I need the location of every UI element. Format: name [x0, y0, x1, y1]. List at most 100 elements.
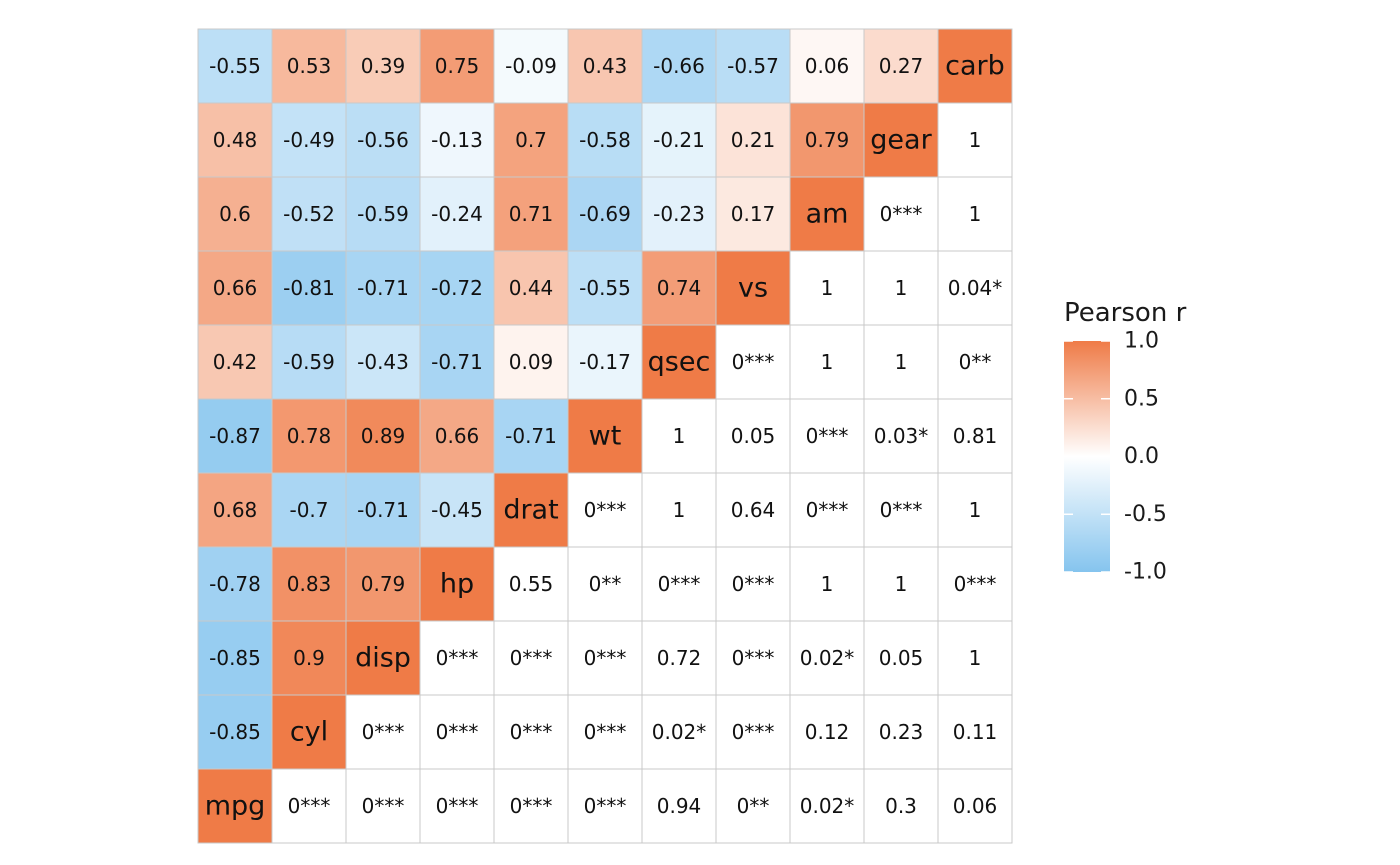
diagonal-cell-gear [863, 102, 939, 178]
correlation-label: -0.85 [209, 646, 261, 670]
correlation-cell [197, 324, 273, 400]
pvalue-cell [493, 694, 569, 770]
correlation-label: 0.21 [731, 128, 776, 152]
diagonal-label: wt [589, 421, 622, 452]
correlation-label: 0.39 [361, 54, 406, 78]
diagonal-label: cyl [290, 717, 328, 748]
pvalue-label: 0*** [732, 350, 775, 374]
correlation-label: 0.43 [583, 54, 628, 78]
correlation-cell [197, 398, 273, 474]
pvalue-label: 1 [821, 350, 834, 374]
pvalue-label: 0.94 [657, 794, 702, 818]
pvalue-cell [715, 546, 791, 622]
legend-title: Pearson r [1064, 298, 1187, 328]
correlation-label: -0.81 [283, 276, 335, 300]
pvalue-label: 1 [969, 646, 982, 670]
correlation-cell [493, 250, 569, 326]
correlation-label: 0.53 [287, 54, 332, 78]
pvalue-cell [937, 176, 1013, 252]
correlation-cell [715, 28, 791, 104]
correlation-cell [641, 102, 717, 178]
pvalue-label: 0.02* [800, 794, 855, 818]
diagonal-cell-am [789, 176, 865, 252]
legend-tick-label: 1.0 [1124, 329, 1159, 354]
pvalue-label: 0*** [954, 572, 997, 596]
correlation-cell [567, 324, 643, 400]
pvalue-label: 0.06 [953, 794, 998, 818]
pvalue-label: 1 [969, 202, 982, 226]
legend-tick-label: -1.0 [1124, 560, 1167, 585]
correlation-label: -0.71 [431, 350, 483, 374]
pvalue-label: 0*** [584, 794, 627, 818]
pvalue-cell [567, 694, 643, 770]
correlation-cell [493, 176, 569, 252]
correlation-cell [567, 176, 643, 252]
correlation-cell [345, 176, 421, 252]
correlation-label: 0.09 [509, 350, 554, 374]
pvalue-label: 1 [895, 350, 908, 374]
pvalue-cell [789, 398, 865, 474]
heatmap-cells: -0.55 0.53 0.39 0.75 -0.09 0.43 -0.66 -0.57 0.06… [197, 28, 1013, 844]
diagonal-label: disp [355, 643, 411, 674]
pvalue-label: 1 [895, 572, 908, 596]
correlation-cell [197, 102, 273, 178]
pvalue-label: 0** [959, 350, 992, 374]
correlation-label: -0.59 [357, 202, 409, 226]
correlation-cell [197, 694, 273, 770]
correlation-cell [197, 28, 273, 104]
diagonal-cell-mpg [197, 768, 273, 844]
pvalue-cell [937, 768, 1013, 844]
pvalue-label: 0*** [880, 498, 923, 522]
correlation-label: 0.48 [213, 128, 258, 152]
pvalue-label: 0*** [584, 646, 627, 670]
correlation-cell [493, 324, 569, 400]
pvalue-label: 0.02* [800, 646, 855, 670]
pvalue-cell [863, 546, 939, 622]
pvalue-label: 0.05 [731, 424, 776, 448]
correlation-label: -0.66 [653, 54, 705, 78]
correlation-label: 0.44 [509, 276, 554, 300]
correlation-cell [197, 176, 273, 252]
correlation-label: -0.43 [357, 350, 409, 374]
pvalue-label: 0.72 [657, 646, 702, 670]
pvalue-cell [789, 694, 865, 770]
diagonal-cell-hp [419, 546, 495, 622]
correlation-label: 0.27 [879, 54, 924, 78]
correlation-label: 0.79 [361, 572, 406, 596]
correlation-label: 0.17 [731, 202, 776, 226]
pvalue-label: 0.12 [805, 720, 850, 744]
pvalue-label: 0** [589, 572, 622, 596]
pvalue-label: 0*** [732, 720, 775, 744]
pvalue-cell [937, 398, 1013, 474]
pvalue-label: 0*** [510, 794, 553, 818]
pvalue-label: 0*** [880, 202, 923, 226]
correlation-label: 0.66 [435, 424, 480, 448]
pvalue-label: 1 [895, 276, 908, 300]
pvalue-label: 0*** [732, 572, 775, 596]
diagonal-label: qsec [648, 347, 711, 378]
correlation-cell [789, 102, 865, 178]
pvalue-label: 0*** [732, 646, 775, 670]
pvalue-cell [789, 768, 865, 844]
correlation-cell [567, 250, 643, 326]
correlation-cell [493, 102, 569, 178]
correlation-label: -0.13 [431, 128, 483, 152]
correlation-label: 0.74 [657, 276, 702, 300]
correlation-cell [419, 28, 495, 104]
legend-tick-label: 0.5 [1124, 386, 1159, 411]
diagonal-label: drat [503, 495, 558, 526]
pvalue-label: 0.64 [731, 498, 776, 522]
correlation-label: -0.7 [289, 498, 328, 522]
diagonal-label: mpg [205, 791, 266, 822]
pvalue-label: 1 [673, 498, 686, 522]
correlation-label: -0.17 [579, 350, 631, 374]
pvalue-cell [271, 768, 347, 844]
diagonal-cell-disp [345, 620, 421, 696]
pvalue-label: 0*** [510, 720, 553, 744]
correlation-cell [641, 176, 717, 252]
correlation-cell [197, 472, 273, 548]
correlation-cell [567, 102, 643, 178]
correlation-label: -0.45 [431, 498, 483, 522]
pvalue-cell [419, 620, 495, 696]
correlation-label: -0.52 [283, 202, 335, 226]
